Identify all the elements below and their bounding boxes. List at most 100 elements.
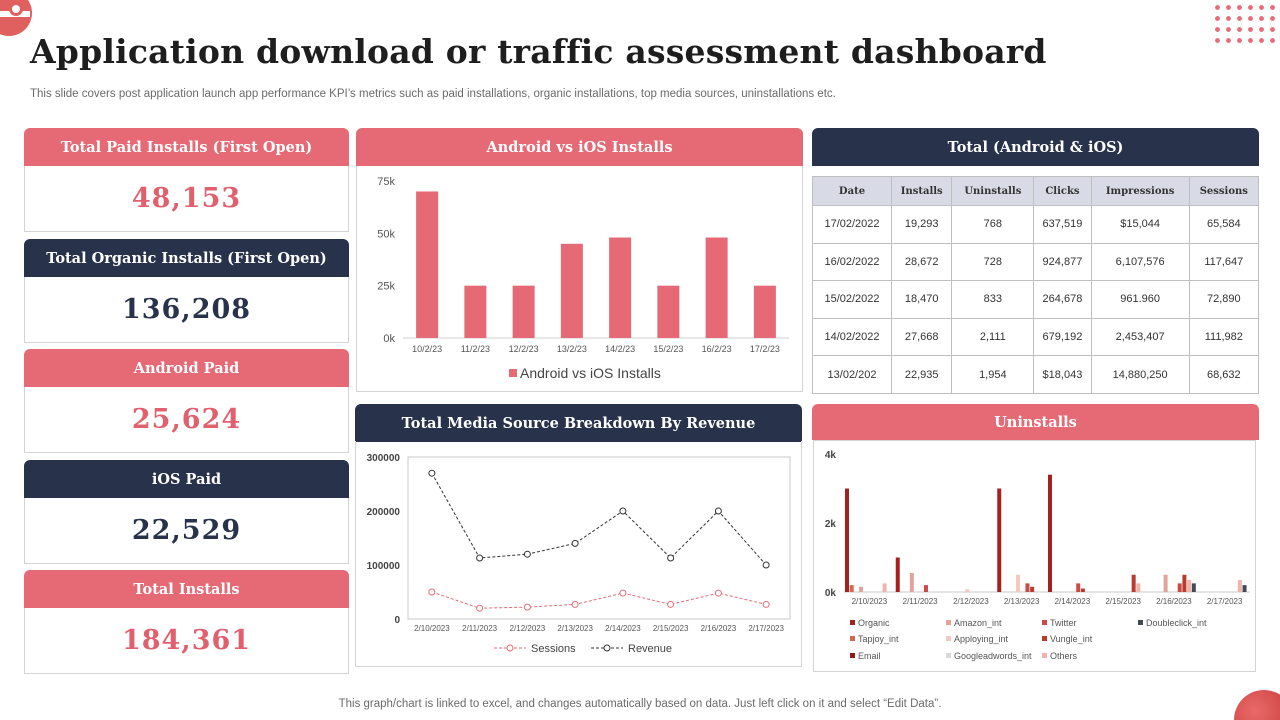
bar-13/2/23 bbox=[560, 243, 583, 338]
legend-label: Android vs iOS Installs bbox=[520, 365, 661, 381]
kpi-android-paid-value: 25,624 bbox=[24, 387, 349, 453]
android-ios-bar-chart[interactable]: 0k 25k 50k 75k 10/2/23 11/2/23 12/2/23 13/2/23 1… bbox=[357, 166, 804, 392]
footer-note: This graph/chart is linked to excel, and… bbox=[338, 698, 942, 710]
col-impressions: Impressions bbox=[1090, 176, 1190, 206]
line-chart-panel: 0 100000 200000 300000 2/10/2023 2/11/2023 2/1… bbox=[355, 441, 802, 667]
bar-vungle-int bbox=[1030, 586, 1035, 592]
page-subtitle: This slide covers post application launc… bbox=[30, 88, 836, 100]
bar-others bbox=[1187, 579, 1192, 592]
legend-label: Twitter bbox=[1050, 618, 1077, 628]
x-tick-label: 17/2/23 bbox=[750, 344, 780, 354]
legend-label: Others bbox=[1050, 651, 1078, 661]
bar-organic bbox=[895, 557, 900, 592]
x-tick-label: 2/13/2023 bbox=[1004, 597, 1040, 606]
bar-apploying-int bbox=[965, 589, 970, 592]
table-row: 14/02/2022 27,668 2,111 679,192 2,453,40… bbox=[812, 317, 1260, 357]
bar-doubleclick-int bbox=[1191, 583, 1196, 592]
x-tick-label: 2/12/2023 bbox=[510, 624, 546, 633]
x-tick-label: 2/14/2023 bbox=[1055, 597, 1091, 606]
kpi-total-installs-value: 184,361 bbox=[24, 608, 349, 674]
bar-organic bbox=[1048, 474, 1052, 592]
bar-15/2/23 bbox=[657, 285, 680, 338]
legend-label: Revenue bbox=[628, 643, 672, 655]
kpi-total-organic-installs-header: Total Organic Installs (First Open) bbox=[24, 239, 349, 277]
x-tick-label: 13/2/23 bbox=[557, 344, 587, 354]
cell: 65,584 bbox=[1188, 205, 1260, 244]
legend-swatch bbox=[1042, 653, 1047, 658]
table-row: 16/02/2022 28,672 728 924,877 6,107,576 … bbox=[812, 242, 1260, 282]
uninstalls-panel: 0k 2k 4k 2/10/2023 2/11/2023 2/12/2023 2/13/20… bbox=[813, 440, 1256, 672]
cell: 768 bbox=[951, 205, 1035, 244]
bar-chart-header: Android vs iOS Installs bbox=[356, 128, 803, 166]
table-row: 17/02/2022 19,293 768 637,519 $15,044 65… bbox=[812, 205, 1260, 244]
point-sessions bbox=[714, 589, 722, 597]
bar-twitter bbox=[923, 585, 928, 592]
point-sessions bbox=[476, 604, 484, 612]
series-line-revenue bbox=[431, 472, 767, 566]
bar-twitter bbox=[1076, 583, 1081, 592]
y-tick-label: 50k bbox=[377, 228, 395, 240]
corner-decoration-dot bbox=[9, 2, 23, 16]
legend-label: Tapjoy_int bbox=[858, 634, 899, 644]
legend-swatch bbox=[1042, 636, 1047, 641]
cell: 72,890 bbox=[1188, 280, 1260, 319]
col-date: Date bbox=[812, 176, 892, 206]
legend-swatch bbox=[850, 636, 855, 641]
bar-others bbox=[1136, 583, 1141, 592]
x-tick-label: 2/14/2023 bbox=[605, 624, 641, 633]
table-row: 13/02/202 22,935 1,954 $18,043 14,880,25… bbox=[812, 355, 1260, 394]
bar-organic bbox=[845, 488, 849, 592]
x-tick-label: 14/2/23 bbox=[605, 344, 635, 354]
y-tick-label: 100000 bbox=[367, 561, 401, 572]
col-uninstalls: Uninstalls bbox=[951, 176, 1035, 206]
bar-others bbox=[882, 583, 887, 592]
bar-tapjoy-int bbox=[849, 585, 854, 592]
y-tick-label: 2k bbox=[825, 519, 837, 530]
bar-others bbox=[1237, 579, 1242, 592]
bar-14/2/23 bbox=[609, 237, 632, 338]
bar-12/2/23 bbox=[512, 285, 535, 338]
x-tick-label: 16/2/23 bbox=[702, 344, 732, 354]
cell: 18,470 bbox=[890, 280, 953, 319]
legend-label: Vungle_int bbox=[1050, 634, 1093, 644]
x-tick-label: 2/15/2023 bbox=[653, 624, 689, 633]
point-revenue bbox=[667, 554, 675, 562]
cell: $15,044 bbox=[1090, 205, 1190, 244]
bar-vungle-int bbox=[1080, 588, 1085, 592]
y-tick-label: 25k bbox=[377, 281, 395, 293]
col-clicks: Clicks bbox=[1033, 176, 1092, 206]
legend-swatch bbox=[509, 369, 517, 377]
col-installs: Installs bbox=[890, 176, 953, 206]
cell: 1,954 bbox=[951, 355, 1035, 394]
bar-16/2/23 bbox=[705, 237, 728, 338]
y-tick-label: 0 bbox=[394, 615, 400, 626]
cell: 15/02/2022 bbox=[812, 280, 892, 319]
cell: 22,935 bbox=[890, 355, 953, 394]
uninstalls-bar-chart[interactable]: 0k 2k 4k 2/10/2023 2/11/2023 2/12/2023 2/13/20… bbox=[814, 441, 1257, 673]
y-tick-label: 200000 bbox=[367, 507, 401, 518]
x-tick-label: 2/11/2023 bbox=[903, 597, 939, 606]
kpi-total-paid-installs-value: 48,153 bbox=[24, 166, 349, 232]
x-tick-label: 2/12/2023 bbox=[953, 597, 989, 606]
table-row: 15/02/2022 18,470 833 264,678 961.960 72… bbox=[812, 280, 1260, 319]
y-tick-label: 300000 bbox=[367, 453, 401, 464]
cell: 6,107,576 bbox=[1090, 242, 1190, 282]
cell: 961.960 bbox=[1090, 280, 1190, 319]
legend-label: Organic bbox=[858, 618, 890, 628]
x-tick-label: 2/11/2023 bbox=[462, 624, 498, 633]
kpi-ios-paid-header: iOS Paid bbox=[24, 460, 349, 498]
legend-label: Email bbox=[858, 651, 881, 661]
bar-11/2/23 bbox=[464, 285, 487, 338]
cell: 637,519 bbox=[1033, 205, 1092, 244]
uninstalls-header: Uninstalls bbox=[812, 404, 1259, 440]
x-tick-label: 2/17/2023 bbox=[748, 624, 784, 633]
point-sessions bbox=[523, 603, 531, 611]
cell: $18,043 bbox=[1033, 355, 1092, 394]
point-revenue bbox=[619, 507, 627, 515]
legend-swatch bbox=[850, 620, 855, 625]
point-revenue bbox=[762, 561, 770, 569]
kpi-ios-paid-value: 22,529 bbox=[24, 498, 349, 564]
legend-marker bbox=[506, 644, 514, 652]
media-source-line-chart[interactable]: 0 100000 200000 300000 2/10/2023 2/11/2023 2/1… bbox=[356, 441, 803, 667]
bar-vungle-int bbox=[1182, 574, 1187, 592]
